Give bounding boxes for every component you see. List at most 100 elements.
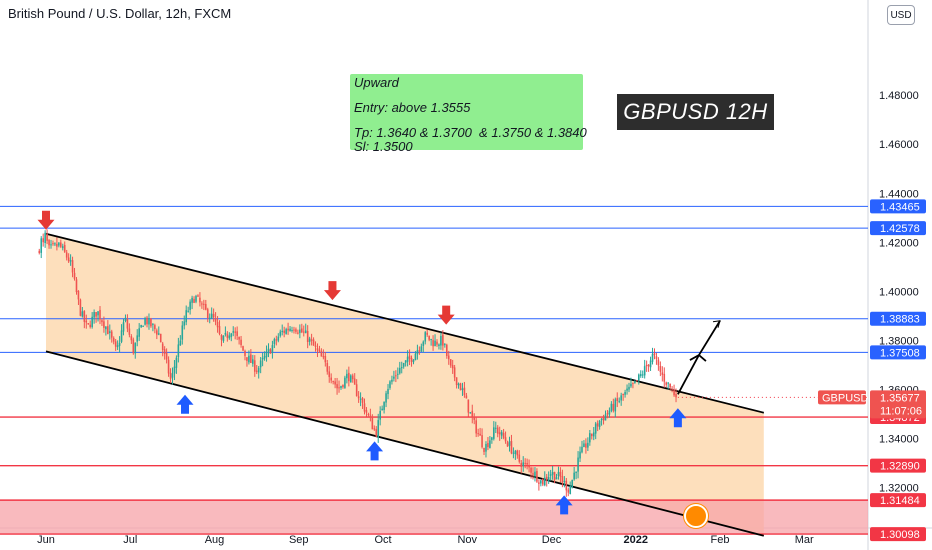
level-badge-7 (870, 527, 926, 542)
candle-body (124, 317, 127, 322)
candle-body (308, 338, 311, 342)
candle-body (238, 336, 240, 340)
candle-body (69, 260, 72, 262)
candle-body (275, 339, 278, 341)
candle-body (346, 373, 348, 379)
candle-body (440, 335, 442, 346)
candle-body (383, 401, 385, 410)
candle-body (463, 387, 466, 396)
candle-body (555, 477, 558, 480)
candle-body (318, 349, 321, 352)
candle-body (524, 462, 526, 464)
candle-body (87, 323, 90, 325)
candle-body (267, 348, 270, 352)
candle-body (357, 396, 360, 399)
candle-body (191, 297, 193, 303)
xtick-label-7: 2022 (624, 534, 648, 546)
candle-body (38, 250, 41, 253)
ytick-label-2: 1.44000 (879, 188, 919, 200)
candle-body (620, 395, 622, 401)
candle-body (506, 442, 509, 447)
candle-body (445, 344, 448, 356)
candle-body (494, 427, 497, 429)
candle-body (424, 332, 427, 342)
candle-body (408, 355, 411, 359)
candle-body (636, 380, 638, 382)
candle-body (587, 442, 589, 448)
candle-body (538, 482, 540, 484)
candle-body (483, 447, 485, 452)
candle-body (157, 333, 160, 335)
candle-body (285, 329, 287, 334)
candle-body (655, 356, 658, 359)
candle-body (185, 310, 188, 323)
candle-body (277, 336, 280, 341)
candle-body (434, 340, 436, 346)
candle-body (253, 360, 256, 372)
candle-body (381, 408, 383, 411)
xtick-label-8: Feb (711, 534, 730, 546)
up-arrow-icon-3 (669, 408, 687, 428)
candle-body (579, 451, 581, 459)
candle-body (161, 343, 164, 350)
candle-body (75, 279, 78, 293)
candle-body (639, 374, 642, 376)
candle-body (281, 330, 284, 332)
candle-body (134, 342, 137, 354)
candle-body (152, 324, 154, 326)
candle-body (447, 355, 450, 360)
candle-body (432, 340, 434, 347)
candle-body (430, 338, 432, 340)
candle-body (442, 334, 444, 346)
candle-body (444, 344, 446, 346)
candle-body (583, 443, 585, 448)
level-badge-6 (870, 493, 926, 508)
candle-body (338, 387, 340, 389)
candle-body (498, 432, 501, 435)
candle-body (205, 304, 207, 310)
candle-body (549, 474, 552, 476)
candle-body (385, 393, 387, 403)
candle-body (428, 335, 430, 340)
candles (38, 229, 677, 497)
candle-body (455, 377, 458, 385)
candle-body (530, 467, 532, 473)
candle-body (496, 427, 499, 434)
candle-body (330, 377, 332, 381)
note-line-entry: Entry: above 1.3555 (354, 100, 471, 115)
candle-body (299, 329, 301, 333)
candle-body (73, 272, 76, 279)
flag-logo-icon (684, 504, 708, 528)
ytick-label-5: 1.38000 (879, 335, 919, 347)
candle-body (567, 489, 570, 493)
candle-body (60, 242, 62, 247)
candle-body (632, 382, 634, 384)
candle-body (112, 337, 115, 342)
candle-body (649, 360, 652, 368)
candle-body (349, 375, 352, 383)
candle-body (520, 462, 523, 467)
candle-body (543, 477, 546, 486)
candle-body (138, 328, 140, 337)
symbol-tag: GBPUSD (822, 392, 869, 404)
candle-body (592, 432, 595, 437)
currency-button[interactable]: USD (887, 5, 915, 25)
candle-body (657, 359, 660, 366)
candle-body (667, 382, 669, 384)
candle-body (479, 433, 481, 436)
candle-body (624, 392, 626, 395)
candle-body (146, 317, 148, 325)
candle-body (630, 383, 632, 387)
candle-body (606, 413, 609, 415)
candle-body (340, 386, 342, 388)
channel-fill (46, 233, 764, 536)
candle-body (234, 331, 236, 333)
candle-body (128, 328, 131, 335)
candle-body (224, 332, 227, 335)
xtick-label-3: Sep (289, 534, 309, 546)
ytick-label-8: 1.32000 (879, 482, 919, 494)
candle-body (169, 372, 172, 379)
candle-body (514, 450, 517, 455)
candle-body (63, 244, 66, 252)
